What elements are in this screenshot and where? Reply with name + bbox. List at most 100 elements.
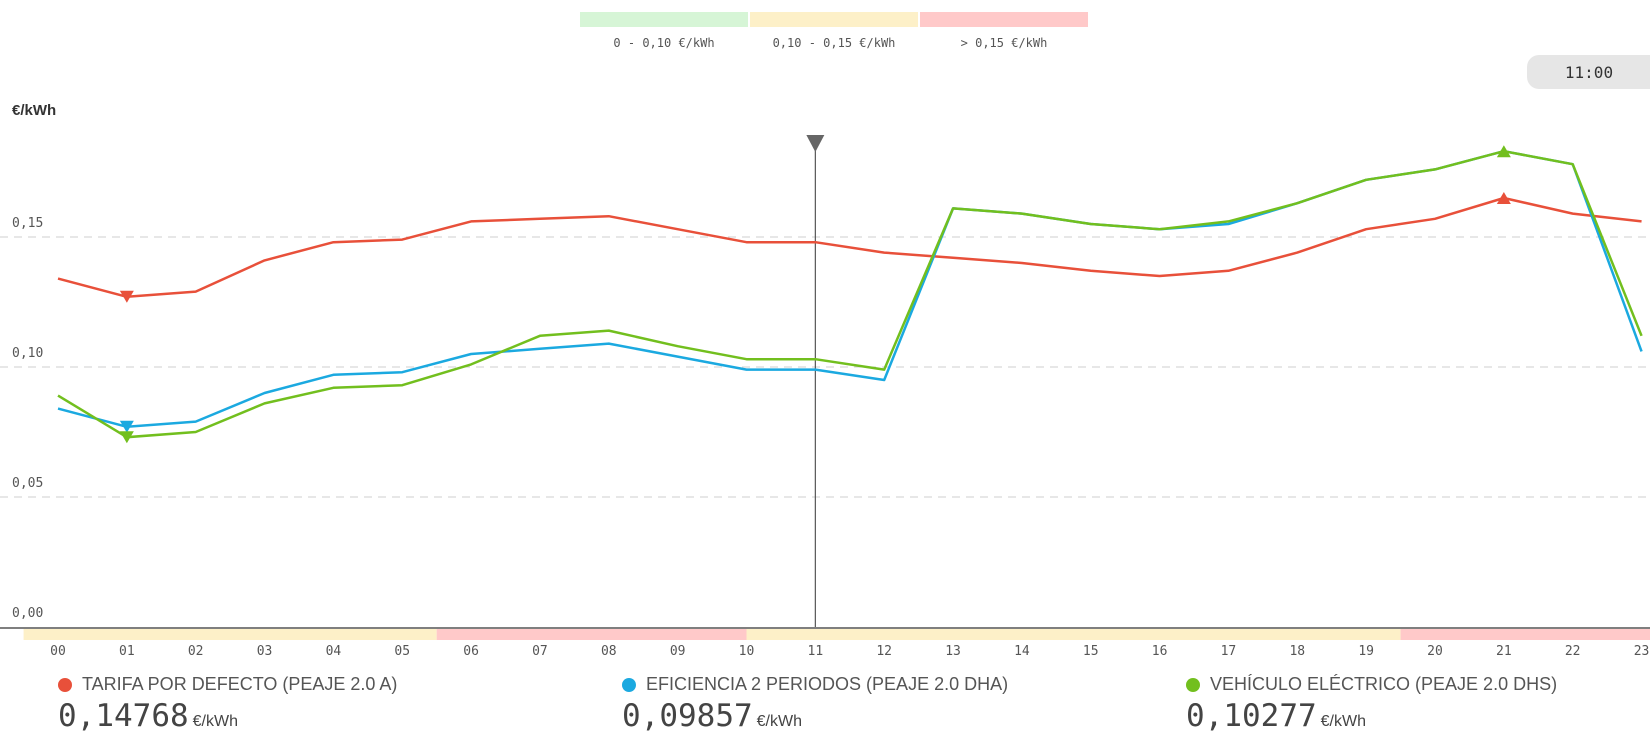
data-point-1-23[interactable] [1639, 348, 1645, 354]
x-tick-label-06[interactable]: 06 [463, 644, 479, 659]
data-point-0-23[interactable] [1639, 218, 1645, 224]
data-point-0-7[interactable] [537, 216, 543, 222]
data-point-2-20[interactable] [1432, 166, 1438, 172]
data-point-1-7[interactable] [537, 346, 543, 352]
data-point-2-18[interactable] [1294, 200, 1300, 206]
data-point-0-14[interactable] [1019, 260, 1025, 266]
x-tick-label-22[interactable]: 22 [1565, 644, 1581, 659]
data-point-0-18[interactable] [1294, 250, 1300, 256]
data-point-0-12[interactable] [881, 250, 887, 256]
y-axis-unit-label: €/kWh [12, 102, 57, 119]
data-point-1-10[interactable] [744, 367, 750, 373]
data-point-2-0[interactable] [55, 393, 61, 399]
data-point-1-5[interactable] [399, 369, 405, 375]
series-value-default: 0,14768 €/kWh [58, 699, 397, 739]
data-point-2-5[interactable] [399, 382, 405, 388]
series-legend-item-default[interactable]: TARIFA POR DEFECTO (PEAJE 2.0 A) 0,14768… [58, 674, 397, 739]
data-point-1-3[interactable] [262, 390, 268, 396]
x-tick-label-03[interactable]: 03 [257, 644, 273, 659]
data-point-2-19[interactable] [1363, 177, 1369, 183]
data-point-0-8[interactable] [606, 213, 612, 219]
series-line-0[interactable] [57, 196, 1642, 299]
data-point-0-6[interactable] [468, 218, 474, 224]
x-tick-label-17[interactable]: 17 [1221, 644, 1237, 659]
x-tick-label-09[interactable]: 09 [670, 644, 686, 659]
data-point-2-17[interactable] [1225, 218, 1231, 224]
data-point-2-12[interactable] [881, 367, 887, 373]
period-band-3 [1400, 629, 1650, 640]
data-point-0-9[interactable] [675, 226, 681, 232]
data-point-2-10[interactable] [744, 356, 750, 362]
data-point-2-7[interactable] [537, 333, 543, 339]
data-point-0-11[interactable] [812, 239, 818, 245]
data-point-2-8[interactable] [606, 328, 612, 334]
x-tick-label-23[interactable]: 23 [1634, 644, 1650, 659]
selected-hour-cursor-marker[interactable] [806, 135, 825, 152]
x-tick-label-18[interactable]: 18 [1289, 644, 1305, 659]
series-legend-item-dha[interactable]: EFICIENCIA 2 PERIODOS (PEAJE 2.0 DHA) 0,… [622, 674, 1008, 739]
data-point-0-2[interactable] [193, 289, 199, 295]
data-point-1-9[interactable] [675, 354, 681, 360]
data-point-2-11[interactable] [812, 356, 818, 362]
x-tick-label-10[interactable]: 10 [739, 644, 755, 659]
x-tick-label-19[interactable]: 19 [1358, 644, 1374, 659]
data-point-1-12[interactable] [881, 377, 887, 383]
series-unit-default: €/kWh [192, 713, 238, 730]
data-point-2-22[interactable] [1570, 161, 1576, 167]
x-tick-label-07[interactable]: 07 [532, 644, 548, 659]
x-tick-label-13[interactable]: 13 [945, 644, 961, 659]
data-point-2-23[interactable] [1639, 333, 1645, 339]
data-point-1-8[interactable] [606, 341, 612, 347]
data-point-0-16[interactable] [1157, 273, 1163, 279]
data-point-0-15[interactable] [1088, 268, 1094, 274]
series-min-marker-0 [119, 290, 134, 303]
x-tick-label-20[interactable]: 20 [1427, 644, 1443, 659]
x-tick-label-05[interactable]: 05 [394, 644, 410, 659]
x-tick-label-16[interactable]: 16 [1152, 644, 1168, 659]
price-chart[interactable]: 0,00 0,05 0,10 0,15 00 01 02 03 04 05 06 07 08 09 10 1… [0, 0, 1650, 670]
selected-time-badge[interactable]: 11:00 [1527, 55, 1650, 89]
data-point-0-22[interactable] [1570, 211, 1576, 217]
data-point-0-17[interactable] [1225, 268, 1231, 274]
x-tick-label-02[interactable]: 02 [188, 644, 204, 659]
data-point-2-9[interactable] [675, 343, 681, 349]
series-legend-item-dhs[interactable]: VEHÍCULO ELÉCTRICO (PEAJE 2.0 DHS) 0,102… [1186, 674, 1557, 739]
data-point-0-5[interactable] [399, 237, 405, 243]
data-point-0-0[interactable] [55, 276, 61, 282]
x-tick-label-11[interactable]: 11 [808, 644, 824, 659]
data-point-2-4[interactable] [330, 385, 336, 391]
data-point-1-0[interactable] [55, 406, 61, 412]
x-tick-label-14[interactable]: 14 [1014, 644, 1030, 659]
data-point-0-3[interactable] [262, 257, 268, 263]
x-tick-label-00[interactable]: 00 [50, 644, 66, 659]
series-line-2[interactable] [57, 149, 1643, 439]
series-legend: TARIFA POR DEFECTO (PEAJE 2.0 A) 0,14768… [58, 674, 1650, 734]
data-point-2-6[interactable] [468, 361, 474, 367]
price-range-label-low: 0 - 0,10 €/kWh [613, 36, 715, 50]
series-min-marker-1 [119, 420, 134, 433]
x-tick-label-12[interactable]: 12 [876, 644, 892, 659]
data-point-0-20[interactable] [1432, 216, 1438, 222]
series-line-1[interactable] [57, 149, 1643, 429]
x-tick-label-01[interactable]: 01 [119, 644, 135, 659]
data-point-2-2[interactable] [193, 429, 199, 435]
data-point-1-4[interactable] [330, 372, 336, 378]
data-point-2-13[interactable] [950, 205, 956, 211]
data-point-1-11[interactable] [812, 367, 818, 373]
data-point-0-10[interactable] [744, 239, 750, 245]
data-point-0-4[interactable] [330, 239, 336, 245]
x-tick-label-21[interactable]: 21 [1496, 644, 1512, 659]
x-tick-label-08[interactable]: 08 [601, 644, 617, 659]
data-point-2-14[interactable] [1019, 211, 1025, 217]
x-tick-label-15[interactable]: 15 [1083, 644, 1099, 659]
data-point-0-19[interactable] [1363, 226, 1369, 232]
price-range-label-mid: 0,10 - 0,15 €/kWh [772, 36, 896, 50]
series-unit-dhs: €/kWh [1320, 713, 1366, 730]
data-point-0-13[interactable] [950, 255, 956, 261]
x-tick-label-04[interactable]: 04 [326, 644, 342, 659]
data-point-2-3[interactable] [262, 400, 268, 406]
data-point-2-16[interactable] [1157, 226, 1163, 232]
data-point-1-2[interactable] [193, 419, 199, 425]
data-point-2-15[interactable] [1088, 221, 1094, 227]
data-point-1-6[interactable] [468, 351, 474, 357]
